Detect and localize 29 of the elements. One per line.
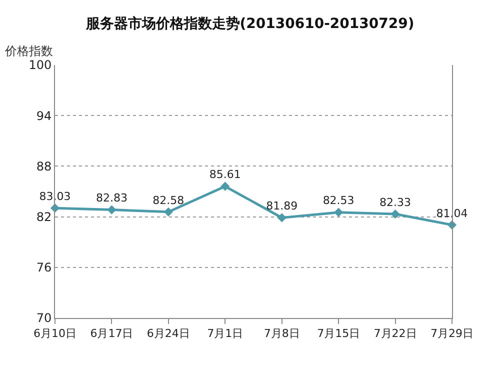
- data-label: 85.61: [209, 168, 241, 182]
- x-tick-label: 7月1日: [207, 327, 244, 340]
- y-tick-label: 100: [28, 58, 52, 72]
- x-tick-label: 7月15日: [317, 327, 360, 340]
- point: [277, 213, 286, 222]
- y-tick-label: 94: [36, 108, 52, 123]
- y-tick-label: 82: [36, 210, 52, 224]
- point: [220, 182, 230, 191]
- x-tick-label: 6月24日: [146, 327, 190, 340]
- data-label: 82.83: [96, 192, 128, 205]
- data-label: 82.33: [380, 196, 412, 209]
- y-tick-label: 70: [36, 311, 52, 326]
- point: [334, 208, 344, 217]
- y-axis-title: 价格指数: [4, 44, 53, 58]
- data-label: 81.89: [266, 200, 298, 213]
- data-label: 81.04: [436, 206, 468, 220]
- data-label: 82.58: [152, 194, 184, 207]
- y-tick-label: 76: [36, 260, 52, 275]
- x-tick-label: 7月29日: [430, 327, 474, 340]
- x-tick-label: 7月22日: [374, 327, 417, 340]
- y-tick-label: 88: [36, 159, 52, 174]
- x-tick-label: 6月10日: [34, 327, 76, 340]
- data-label: 83.03: [39, 190, 71, 203]
- data-label: 82.53: [322, 194, 354, 208]
- x-tick-label: 6月17日: [90, 327, 134, 340]
- point: [390, 209, 400, 219]
- point: [107, 205, 116, 214]
- chart-title: 服务器市场价格指数走势(20130610-20130729): [84, 15, 414, 32]
- x-tick-label: 7月8日: [264, 327, 300, 340]
